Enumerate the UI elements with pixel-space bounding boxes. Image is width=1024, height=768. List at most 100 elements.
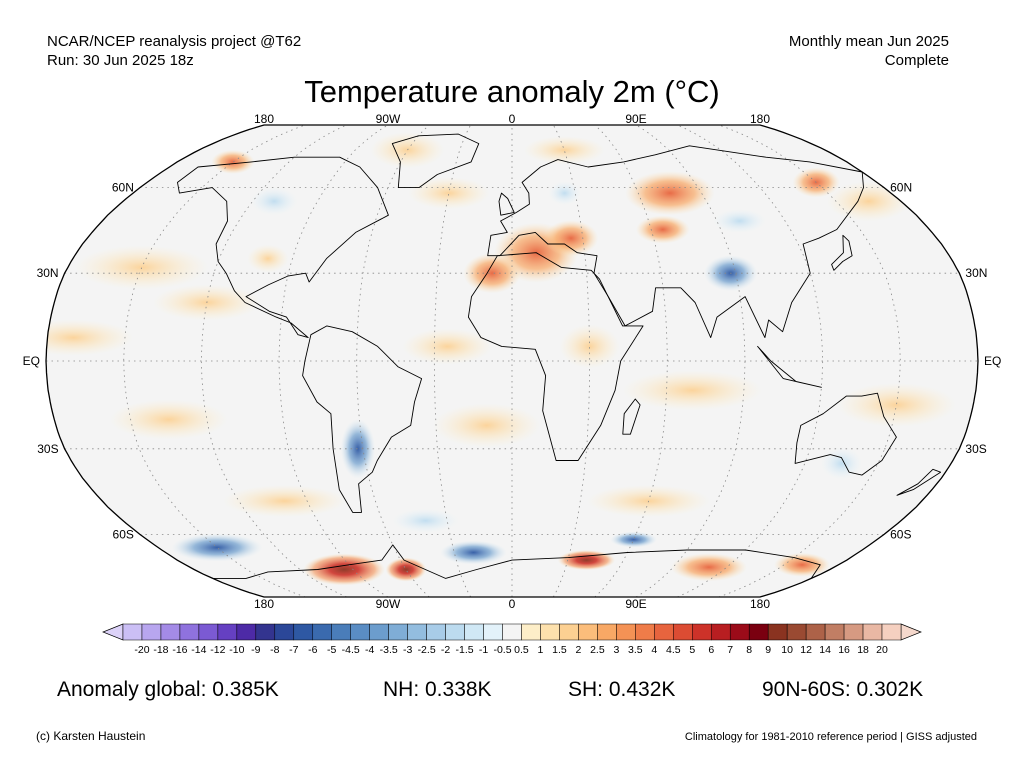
colorbar-label: 1 (538, 644, 544, 656)
colorbar-label: 4 (651, 644, 657, 656)
anomaly-patch (610, 531, 658, 548)
colorbar-label: 5 (689, 644, 695, 656)
anomaly-patch (622, 370, 763, 411)
colorbar-label: 3.5 (628, 644, 643, 656)
continent-uk (498, 192, 515, 216)
anomaly-patch (211, 149, 255, 174)
colorbar-label: 7 (727, 644, 733, 656)
colorbar-label: -10 (229, 644, 244, 656)
colorbar-label: 12 (800, 644, 812, 656)
colorbar-label: -8 (270, 644, 279, 656)
colorbar-label: 10 (781, 644, 793, 656)
colorbar-swatch (160, 623, 181, 641)
run-time: Run: 30 Jun 2025 18z (47, 52, 194, 69)
anomaly-patch (402, 328, 493, 365)
colorbar-swatch (635, 623, 655, 641)
colorbar-label: 2.5 (590, 644, 605, 656)
anomaly-patch (250, 187, 298, 216)
continent-outlines (177, 133, 942, 579)
colorbar-swatch (843, 623, 864, 641)
colorbar-swatch (710, 623, 731, 641)
colorbar-label: -20 (134, 644, 149, 656)
colorbar-label: -5 (327, 644, 336, 656)
header-right: Monthly mean Jun 2025 Complete (789, 32, 949, 70)
colorbar-label: -2.5 (418, 644, 436, 656)
lat-label-right: 30N (965, 266, 987, 280)
anomaly-patch (432, 403, 541, 448)
lon-label: 90E (625, 112, 646, 126)
colorbar-swatch (483, 623, 503, 641)
lon-label: 90W (376, 597, 401, 611)
colorbar-min-arrow (102, 623, 124, 641)
anomaly-patch (109, 399, 228, 440)
colorbar-label: -2 (441, 644, 450, 656)
lat-label-right: 30S (965, 442, 986, 456)
anomaly-patch (820, 447, 863, 480)
meridian-line (356, 125, 430, 597)
credit: (c) Karsten Haustein (36, 729, 146, 743)
lat-label-right: 60S (890, 527, 911, 541)
colorbar-swatch (805, 623, 826, 641)
colorbar-label: -4 (365, 644, 374, 656)
anomaly-patch (408, 177, 490, 210)
nh-anomaly: NH: 0.338K (383, 678, 492, 701)
meridian-line (594, 125, 668, 597)
colorbar-max-arrow (900, 623, 922, 641)
period-label: Monthly mean Jun 2025 (788, 33, 949, 50)
map-title: Temperature anomaly 2m (°C) (304, 74, 720, 109)
meridian-line (433, 125, 472, 597)
lat-label-left: 30S (37, 442, 58, 456)
continent-antarctica (212, 544, 821, 579)
globe-outline (45, 124, 979, 598)
lat-label-right: EQ (984, 354, 1001, 368)
colorbar-label: 20 (876, 644, 888, 656)
n90-60s-anomaly: 90N-60S: 0.302K (762, 678, 924, 701)
colorbar-swatch (502, 623, 522, 641)
colorbar-label: -16 (172, 644, 187, 656)
anomaly-patch (713, 209, 766, 233)
anomaly-patch (625, 171, 715, 216)
colorbar-label: -0.5 (493, 644, 511, 656)
meridian-line (677, 125, 824, 597)
anomaly-patch (340, 418, 376, 479)
colorbar-swatch (293, 623, 314, 641)
colorbar-swatch (236, 623, 257, 641)
lon-label: 180 (750, 597, 770, 611)
colorbar-swatch (198, 623, 219, 641)
colorbar-label: 3 (613, 644, 619, 656)
colorbar-swatch (388, 623, 408, 641)
anomaly-patch (370, 132, 445, 169)
colorbar-swatch (179, 623, 200, 641)
colorbar-label: -14 (191, 644, 206, 656)
meridian-line (552, 125, 591, 597)
colorbar-label: 8 (746, 644, 752, 656)
continent-south-america (302, 325, 423, 513)
colorbar-swatch (578, 623, 598, 641)
continent-indonesia (757, 345, 822, 388)
continent-africa (467, 252, 644, 461)
colorbar-swatch (540, 623, 560, 641)
anomaly-patch (222, 485, 346, 517)
lat-label-left: 60S (113, 527, 134, 541)
colorbar-swatch (445, 623, 465, 641)
colorbar-swatch (654, 623, 674, 641)
colorbar-label: -9 (251, 644, 260, 656)
continent-greenland (391, 133, 480, 189)
colorbar-swatch (312, 623, 332, 641)
colorbar-label: -1.5 (456, 644, 474, 656)
continent-north-america (177, 156, 389, 339)
continent-eurasia (487, 145, 864, 339)
anomaly-patch (392, 508, 459, 533)
anomaly-patch (837, 382, 956, 427)
anomaly-patch (303, 553, 386, 586)
colorbar-label: -4.5 (342, 644, 360, 656)
anomaly-patch (46, 319, 134, 356)
anomaly-patch (559, 324, 620, 369)
anomaly-field (46, 132, 956, 586)
status-label: Complete (884, 52, 949, 69)
continent-australia (794, 392, 897, 476)
header-left: NCAR/NCEP reanalysis project @T62 Run: 3… (47, 32, 301, 70)
global-anomaly: Anomaly global: 0.385K (57, 678, 279, 701)
lon-label: 90W (376, 112, 401, 126)
